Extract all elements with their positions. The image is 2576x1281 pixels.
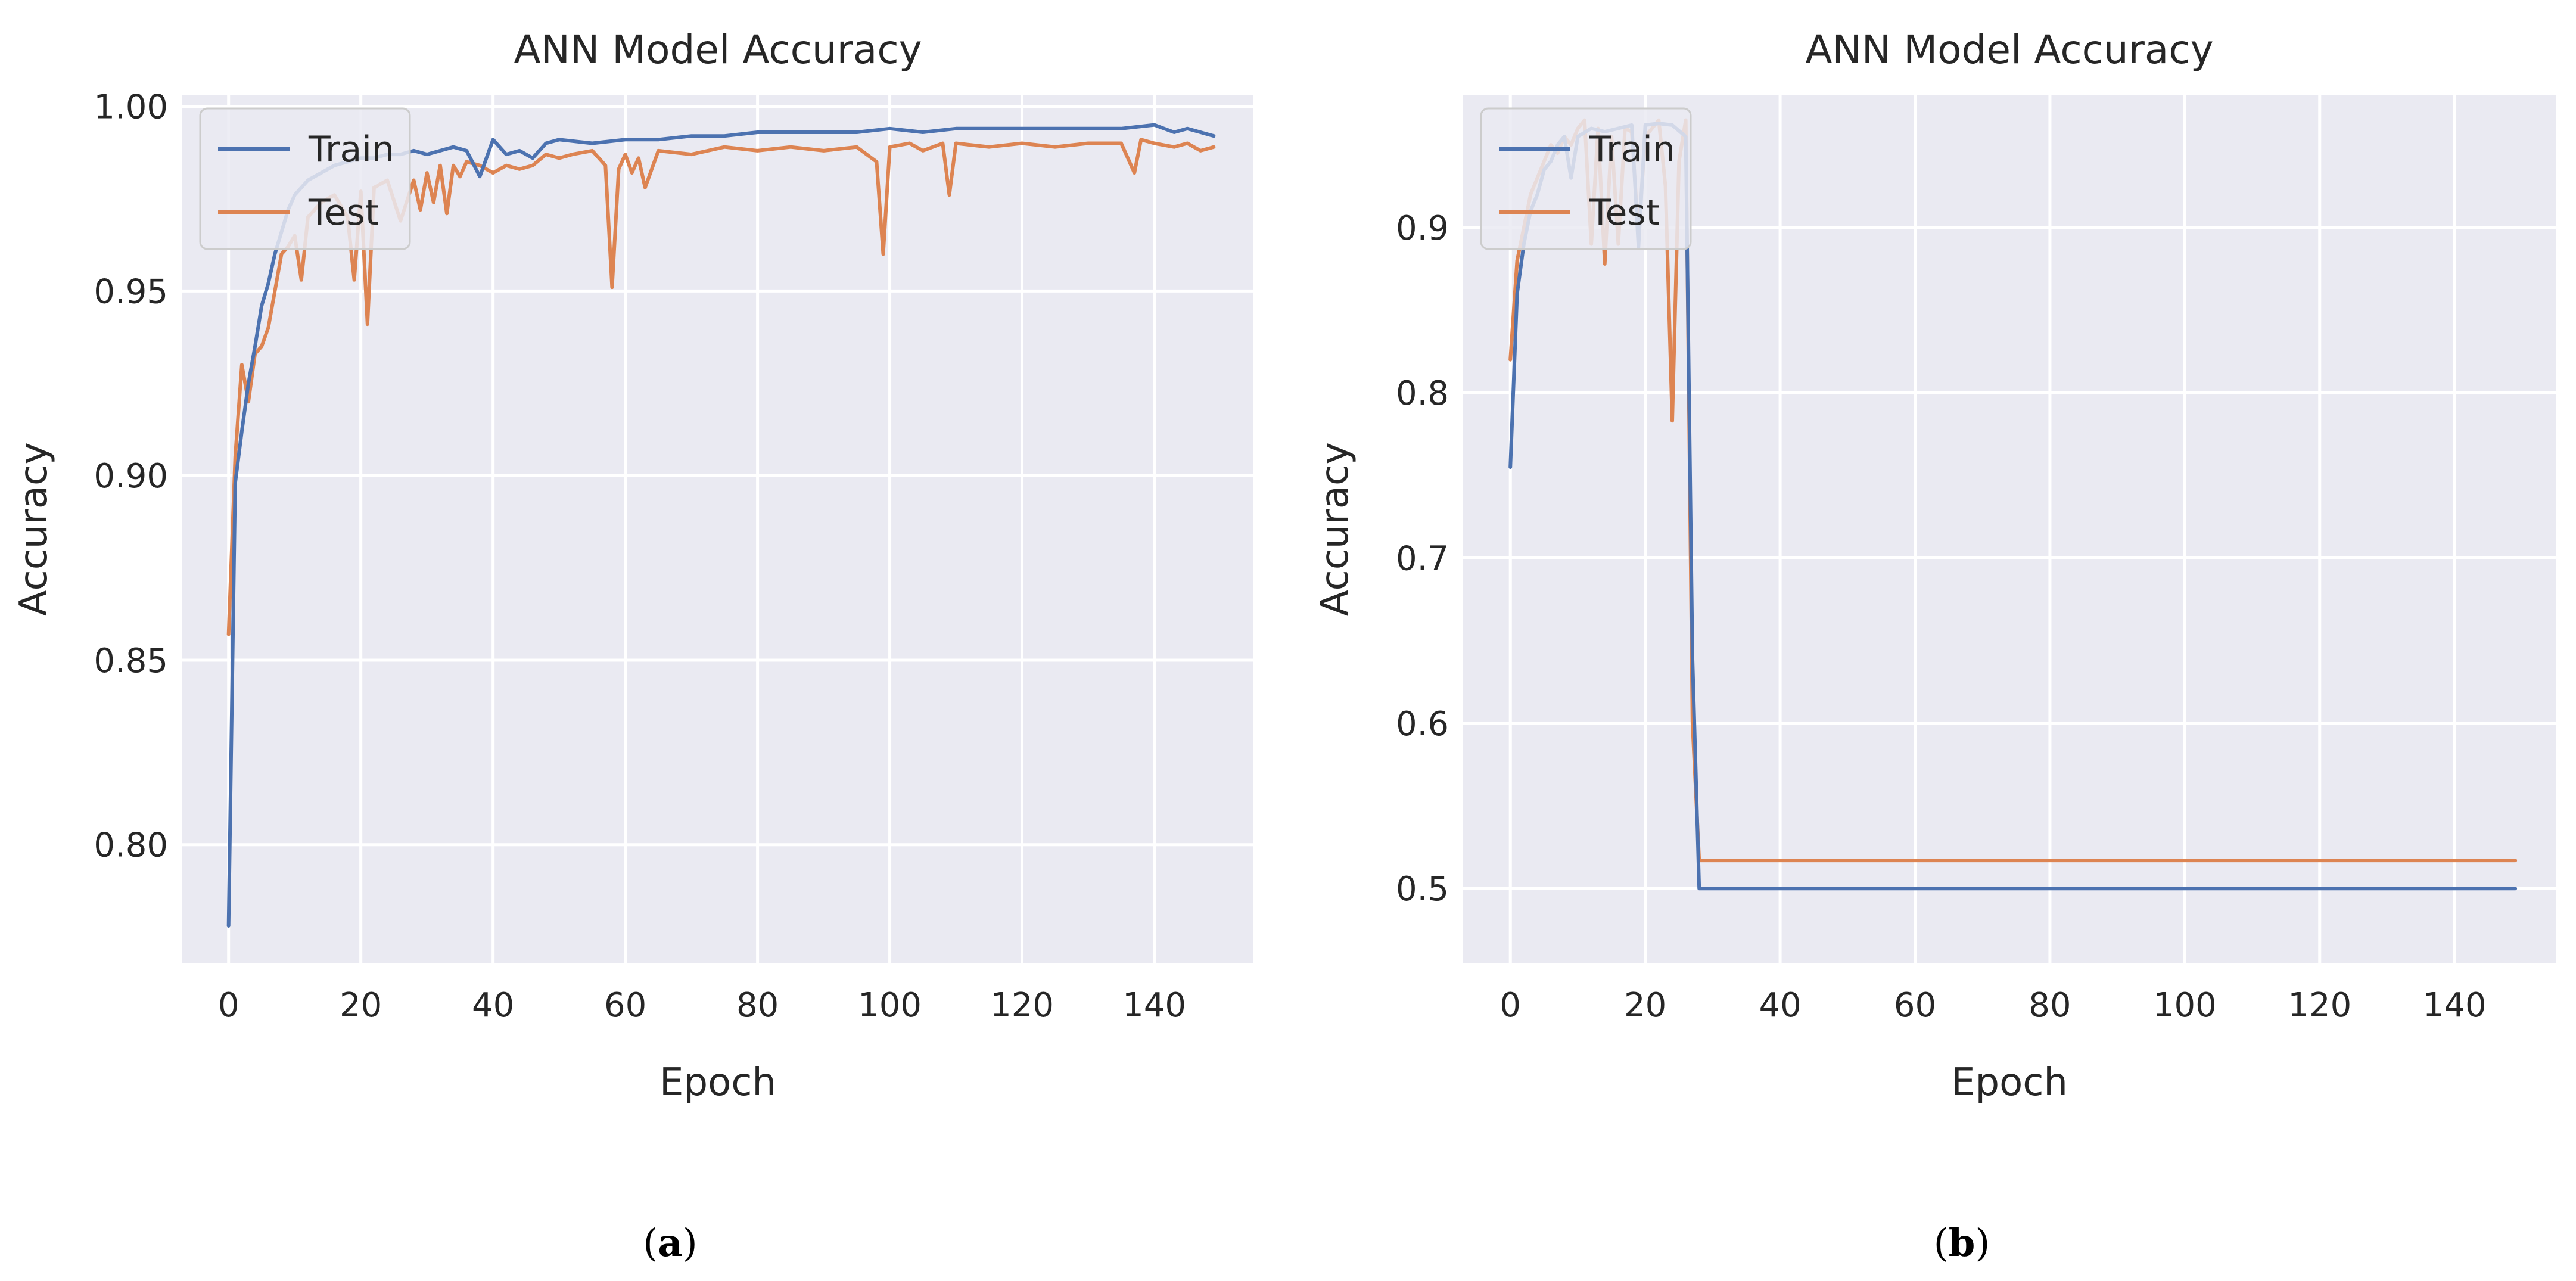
legend-train-label-a: Train [308, 129, 394, 170]
y-tick-label-b-4: 0.9 [1396, 209, 1449, 248]
x-tick-label-a-3: 60 [604, 986, 646, 1025]
x-tick-label-b-4: 80 [2029, 986, 2071, 1025]
x-tick-label-a-5: 100 [858, 986, 922, 1025]
x-tick-label-b-7: 140 [2423, 986, 2487, 1025]
legend-train-label-b: Train [1589, 129, 1675, 170]
y-tick-label-b-1: 0.6 [1396, 705, 1449, 744]
panel-caption-letter-a: a [658, 1221, 682, 1266]
x-tick-label-b-3: 60 [1894, 986, 1936, 1025]
x-tick-label-a-4: 80 [736, 986, 779, 1025]
x-tick-label-b-1: 20 [1624, 986, 1666, 1025]
panel-caption-a: (a) [643, 1221, 697, 1266]
x-tick-label-b-0: 0 [1499, 986, 1521, 1025]
x-tick-label-b-5: 100 [2153, 986, 2217, 1025]
tick-labels-a: 0 20 40 60 80 100 120 140 0.80 0.85 0.90 0.95 1.00 [94, 88, 1186, 1025]
x-tick-label-b-2: 40 [1759, 986, 1801, 1025]
panel-caption-b: (b) [1934, 1221, 1990, 1266]
y-tick-label-a-0: 0.80 [94, 826, 168, 865]
legend-test-label-b: Test [1589, 192, 1660, 234]
legend-a: Train Test [199, 107, 411, 250]
panel-caption-letter-b: b [1949, 1221, 1975, 1266]
chart-title-b: ANN Model Accuracy [1805, 27, 2213, 73]
x-tick-label-a-2: 40 [472, 986, 514, 1025]
y-tick-label-a-3: 0.95 [94, 272, 168, 311]
y-tick-label-a-1: 0.85 [94, 642, 168, 680]
chart-panel-b: 0 20 40 60 80 100 120 140 0.5 0.6 0.7 0.8 0.9 ANN Mo… [1313, 27, 2556, 1266]
x-axis-label-b: Epoch [1951, 1061, 2068, 1105]
x-axis-label-a: Epoch [659, 1061, 776, 1105]
x-tick-label-a-6: 120 [990, 986, 1054, 1025]
chart-panel-a: 0 20 40 60 80 100 120 140 0.80 0.85 0.90 0.95 1.00 A… [12, 27, 1253, 1266]
x-tick-label-a-1: 20 [340, 986, 382, 1025]
y-tick-label-a-2: 0.90 [94, 457, 168, 496]
gridlines-a [182, 95, 1253, 963]
y-tick-label-b-0: 0.5 [1396, 870, 1449, 909]
legend-b: Train Test [1480, 107, 1692, 250]
chart-title-a: ANN Model Accuracy [514, 27, 922, 73]
y-tick-label-b-3: 0.8 [1396, 374, 1449, 413]
y-axis-label-b: Accuracy [1313, 442, 1357, 616]
x-tick-label-a-0: 0 [218, 986, 239, 1025]
tick-labels-b: 0 20 40 60 80 100 120 140 0.5 0.6 0.7 0.8 0.9 [1396, 209, 2487, 1025]
x-tick-label-a-7: 140 [1122, 986, 1186, 1025]
x-tick-label-b-6: 120 [2288, 986, 2351, 1025]
y-tick-label-a-4: 1.00 [94, 88, 168, 127]
legend-test-label-a: Test [308, 192, 379, 234]
y-axis-label-a: Accuracy [12, 442, 56, 616]
y-tick-label-b-2: 0.7 [1396, 540, 1449, 579]
